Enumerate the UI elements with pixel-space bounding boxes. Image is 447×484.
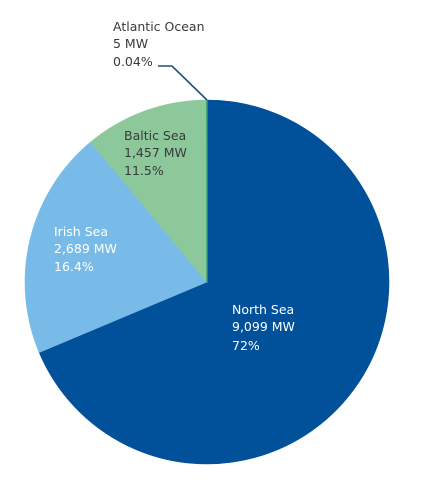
pie-slice-baltic-sea (90, 99, 208, 283)
slice-label-north-sea-name: North Sea (232, 302, 294, 317)
slice-label-baltic-sea-percent: 11.5% (124, 163, 164, 178)
leader-line-atlantic-ocean (158, 65, 208, 101)
slice-label-atlantic-ocean-percent: 0.04% (113, 54, 153, 69)
slice-label-atlantic-ocean-value: 5 MW (113, 36, 148, 51)
pie-slice-north-sea (38, 99, 390, 465)
slice-label-atlantic-ocean-name: Atlantic Ocean (113, 19, 205, 34)
slice-label-baltic-sea-value: 1,457 MW (124, 145, 187, 160)
slice-label-baltic-sea-name: Baltic Sea (124, 128, 186, 143)
slice-label-irish-sea-name: Irish Sea (54, 224, 108, 239)
slice-label-north-sea-value: 9,099 MW (232, 319, 295, 334)
slice-label-north-sea-percent: 72% (232, 338, 260, 353)
pie-slices (24, 99, 390, 465)
slice-label-irish-sea-value: 2,689 MW (54, 241, 117, 256)
pie-slice-irish-sea (24, 141, 208, 353)
slice-label-irish-sea-percent: 16.4% (54, 259, 94, 274)
